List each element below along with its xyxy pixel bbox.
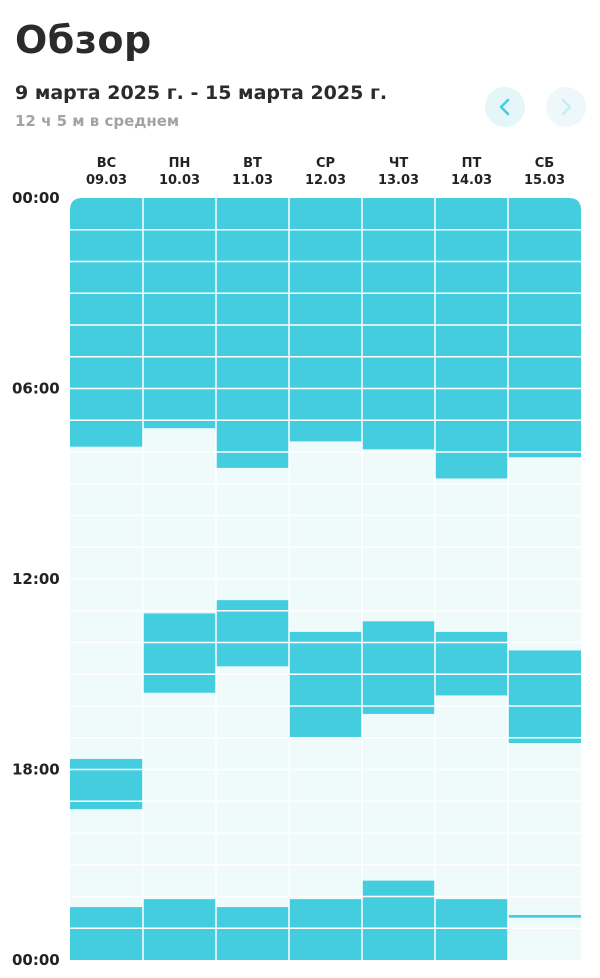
sleep-bar	[216, 907, 289, 960]
day-weekday-label: ВС	[97, 156, 116, 171]
sleep-bar	[143, 613, 216, 693]
sleep-bar	[70, 907, 143, 960]
day-weekday-label: СБ	[535, 156, 554, 171]
day-date-label: 14.03	[451, 173, 492, 188]
day-date-label: 10.03	[159, 173, 200, 188]
day-date-label: 15.03	[524, 173, 565, 188]
sleep-bar	[289, 631, 362, 738]
y-tick-label: 12:00	[12, 570, 60, 588]
sleep-bar	[435, 631, 508, 696]
next-week-button[interactable]	[546, 87, 586, 127]
sleep-bar	[362, 198, 435, 450]
y-tick-label: 18:00	[12, 761, 60, 779]
chevron-right-icon	[561, 98, 572, 116]
day-weekday-label: ЧТ	[389, 156, 409, 171]
average-sleep: 12 ч 5 м в среднем	[15, 112, 180, 130]
day-date-label: 09.03	[86, 173, 127, 188]
sleep-bar	[508, 915, 581, 918]
sleep-bar	[362, 880, 435, 960]
day-weekday-label: ВТ	[243, 156, 262, 171]
sleep-bar	[70, 198, 143, 447]
sleep-bar	[435, 198, 508, 479]
day-weekday-label: ПТ	[462, 156, 482, 171]
day-weekday-label: ПН	[169, 156, 191, 171]
sleep-bar	[289, 899, 362, 960]
day-date-label: 11.03	[232, 173, 273, 188]
sleep-bar	[362, 621, 435, 714]
sleep-bar	[143, 899, 216, 960]
day-date-label: 12.03	[305, 173, 346, 188]
prev-week-button[interactable]	[485, 87, 525, 127]
y-tick-label: 00:00	[12, 951, 60, 969]
y-tick-label: 00:00	[12, 189, 60, 207]
chevron-left-icon	[499, 98, 510, 116]
sleep-bar	[508, 650, 581, 744]
sleep-bar	[216, 198, 289, 468]
day-weekday-label: СР	[316, 156, 335, 171]
sleep-bar	[143, 198, 216, 429]
plot-area	[70, 198, 581, 960]
page-title: Обзор	[15, 18, 152, 62]
sleep-bar	[508, 198, 581, 458]
y-tick-label: 06:00	[12, 380, 60, 398]
day-date-label: 13.03	[378, 173, 419, 188]
sleep-bar	[289, 198, 362, 442]
sleep-bar	[435, 899, 508, 960]
date-range: 9 марта 2025 г. - 15 марта 2025 г.	[15, 82, 388, 104]
